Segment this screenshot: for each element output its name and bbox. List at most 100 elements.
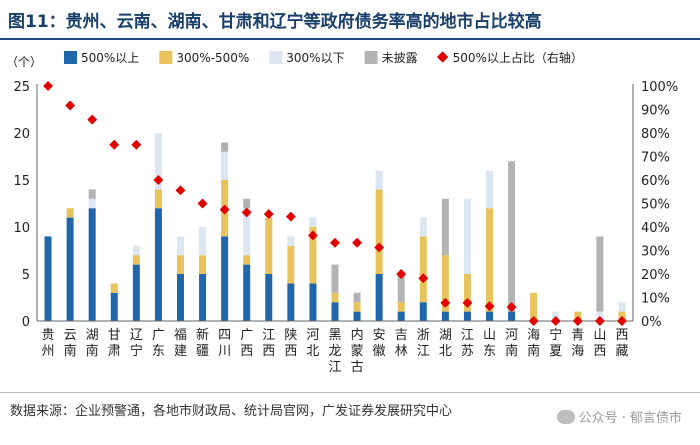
bar-segment (110, 292, 118, 321)
bar-segment (375, 189, 383, 274)
bar-segment (508, 311, 516, 321)
y-left-tick: 25 (13, 80, 30, 95)
bar-segment (397, 274, 405, 303)
y-right-tick: 90% (641, 104, 670, 119)
y-right-tick: 50% (641, 198, 670, 213)
x-tick-label: 东 (483, 344, 496, 359)
x-tick-label: 湖 (86, 328, 99, 343)
legend-label: 500%以上占比（右轴） (453, 50, 583, 65)
x-tick-label: 广 (240, 328, 253, 343)
legend-label: 300%以下 (286, 51, 344, 65)
bar-segment (486, 208, 494, 312)
share-point (462, 297, 473, 308)
x-tick-label: 古 (351, 360, 364, 375)
x-tick-label: 西 (262, 344, 275, 359)
x-tick-label: 州 (42, 344, 55, 359)
bar-segment (375, 274, 383, 321)
bar-segment (243, 264, 251, 321)
y-right-tick: 80% (641, 127, 670, 142)
share-point (197, 198, 208, 209)
share-point (440, 297, 451, 308)
bar-segment (221, 236, 229, 321)
x-tick-label: 江 (417, 344, 430, 359)
x-tick-label: 南 (86, 343, 99, 359)
share-point (175, 185, 186, 196)
bar-segment (530, 292, 538, 321)
share-point (617, 316, 627, 326)
x-tick-label: 甘 (108, 328, 121, 343)
share-point (594, 316, 605, 326)
y-right-tick: 40% (641, 221, 670, 236)
bar-segment (331, 292, 339, 303)
x-tick-label: 河 (505, 328, 518, 343)
x-tick-label: 江 (262, 328, 275, 343)
x-tick-label: 广 (152, 328, 165, 343)
y-right-tick: 10% (641, 292, 670, 307)
x-tick-label: 夏 (549, 344, 562, 359)
y-right-tick: 20% (641, 268, 670, 283)
x-tick-label: 林 (395, 344, 408, 359)
chart-title: 图11：贵州、云南、湖南、甘肃和辽宁等政府债务率高的地市占比较高 (8, 12, 542, 32)
bar-segment (419, 302, 427, 321)
bar-segment (353, 311, 361, 321)
bar-segment (88, 198, 96, 209)
y-left-tick: 10 (13, 221, 30, 236)
bar-segment (199, 274, 207, 321)
legend-swatch (364, 51, 378, 64)
bar-segment (486, 170, 494, 209)
bar-segment (132, 255, 140, 265)
x-tick-label: 新 (196, 327, 209, 343)
share-point (285, 211, 296, 222)
bar-segment (265, 274, 273, 321)
bar-segment (287, 283, 295, 321)
bar-segment (375, 170, 383, 190)
bar-segment (353, 292, 361, 303)
share-point (307, 230, 318, 241)
y-right-tick: 60% (641, 174, 670, 189)
x-tick-label: 东 (152, 344, 165, 359)
bar-segment (419, 236, 427, 303)
bar-segment (176, 255, 184, 274)
bar-segment (243, 208, 251, 256)
x-tick-label: 北 (439, 344, 452, 359)
bar-segment (309, 217, 317, 227)
wechat-icon (556, 410, 575, 424)
y-left-tick: 0 (22, 315, 30, 330)
stacked-bar-chart: （个） 500%以上 300%-500% 300%以下 未披露 500%以上占比（右轴） 0… (6, 50, 678, 375)
bar-segment (463, 274, 471, 312)
share-point (418, 273, 429, 284)
bar-segment (243, 198, 251, 209)
bar-segment (441, 198, 449, 256)
bar-segment (397, 302, 405, 312)
bar-segment (331, 264, 339, 293)
legend-label: 未披露 (382, 51, 418, 65)
y-right-tick: 0% (641, 315, 662, 330)
bar-segment (508, 161, 516, 312)
x-tick-label: 湖 (439, 328, 452, 343)
x-tick-label: 陕 (284, 328, 297, 343)
legend-label: 300%-500% (176, 51, 249, 65)
bar-segment (397, 311, 405, 321)
x-tick-label: 建 (174, 344, 187, 359)
bar-segment (309, 283, 317, 321)
share-point (109, 139, 120, 150)
legend-swatch (64, 51, 77, 64)
x-tick-label: 海 (571, 344, 584, 359)
x-tick-label: 安 (373, 328, 386, 343)
x-tick-label: 江 (461, 328, 474, 343)
x-tick-label: 疆 (196, 344, 209, 359)
share-point (263, 209, 274, 220)
x-tick-label: 山 (593, 328, 606, 343)
bar-segment (154, 189, 162, 209)
bar-segment (287, 236, 295, 246)
source-note: 数据来源：企业预警通，各地市财政局、统计局官网，广发证券发展研究中心 (10, 404, 453, 419)
bar-segment (309, 227, 317, 284)
x-tick-label: 云 (64, 328, 77, 343)
bar-segment (618, 302, 626, 312)
bar-segment (265, 217, 273, 274)
bar-segment (353, 302, 361, 312)
x-tick-label: 南 (527, 343, 540, 359)
y-unit-label: （个） (6, 55, 42, 69)
bar-segment (486, 311, 494, 321)
bar-segment (221, 151, 229, 180)
